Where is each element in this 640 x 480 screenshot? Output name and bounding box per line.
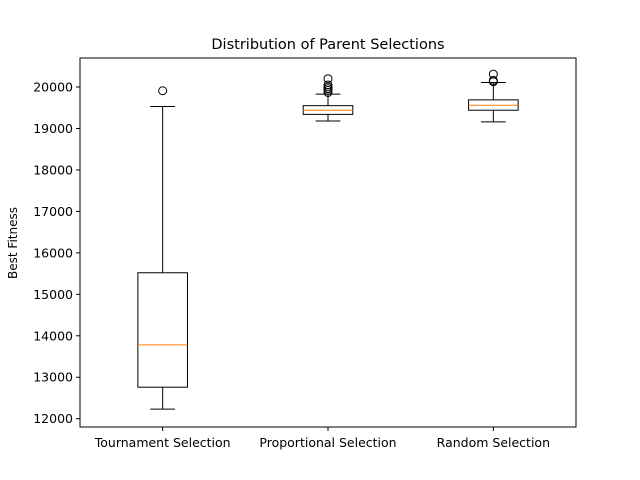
chart-title: Distribution of Parent Selections (211, 37, 444, 53)
flier-point (158, 86, 168, 96)
flier-point (488, 69, 498, 79)
axes-frame (79, 57, 577, 428)
y-tick-label: 19000 (33, 121, 73, 136)
box-group: Random Selection (437, 69, 550, 450)
y-tick-label: 17000 (33, 204, 73, 219)
flier-point (488, 75, 498, 85)
box-group: Tournament Selection (94, 86, 231, 450)
x-tick-label: Random Selection (437, 435, 550, 450)
y-tick-label: 13000 (33, 370, 73, 385)
y-tick-label: 15000 (33, 287, 73, 302)
box-iqr (137, 272, 188, 388)
y-tick-label: 20000 (33, 80, 73, 95)
y-axis-label: Best Fitness (6, 207, 20, 279)
flier-point (323, 74, 333, 84)
x-tick-label: Tournament Selection (94, 435, 231, 450)
box-group: Proportional Selection (259, 74, 397, 450)
flier-point (323, 80, 333, 90)
y-tick-label: 18000 (33, 162, 73, 177)
y-tick-label: 16000 (33, 245, 73, 260)
plot-area: 12000 13000 14000 15000 16000 17000 18000 19000… (33, 69, 550, 450)
flier-point (323, 87, 333, 97)
x-tick-label: Proportional Selection (259, 435, 396, 450)
y-tick-label: 12000 (33, 411, 73, 426)
y-tick-label: 14000 (33, 328, 73, 343)
